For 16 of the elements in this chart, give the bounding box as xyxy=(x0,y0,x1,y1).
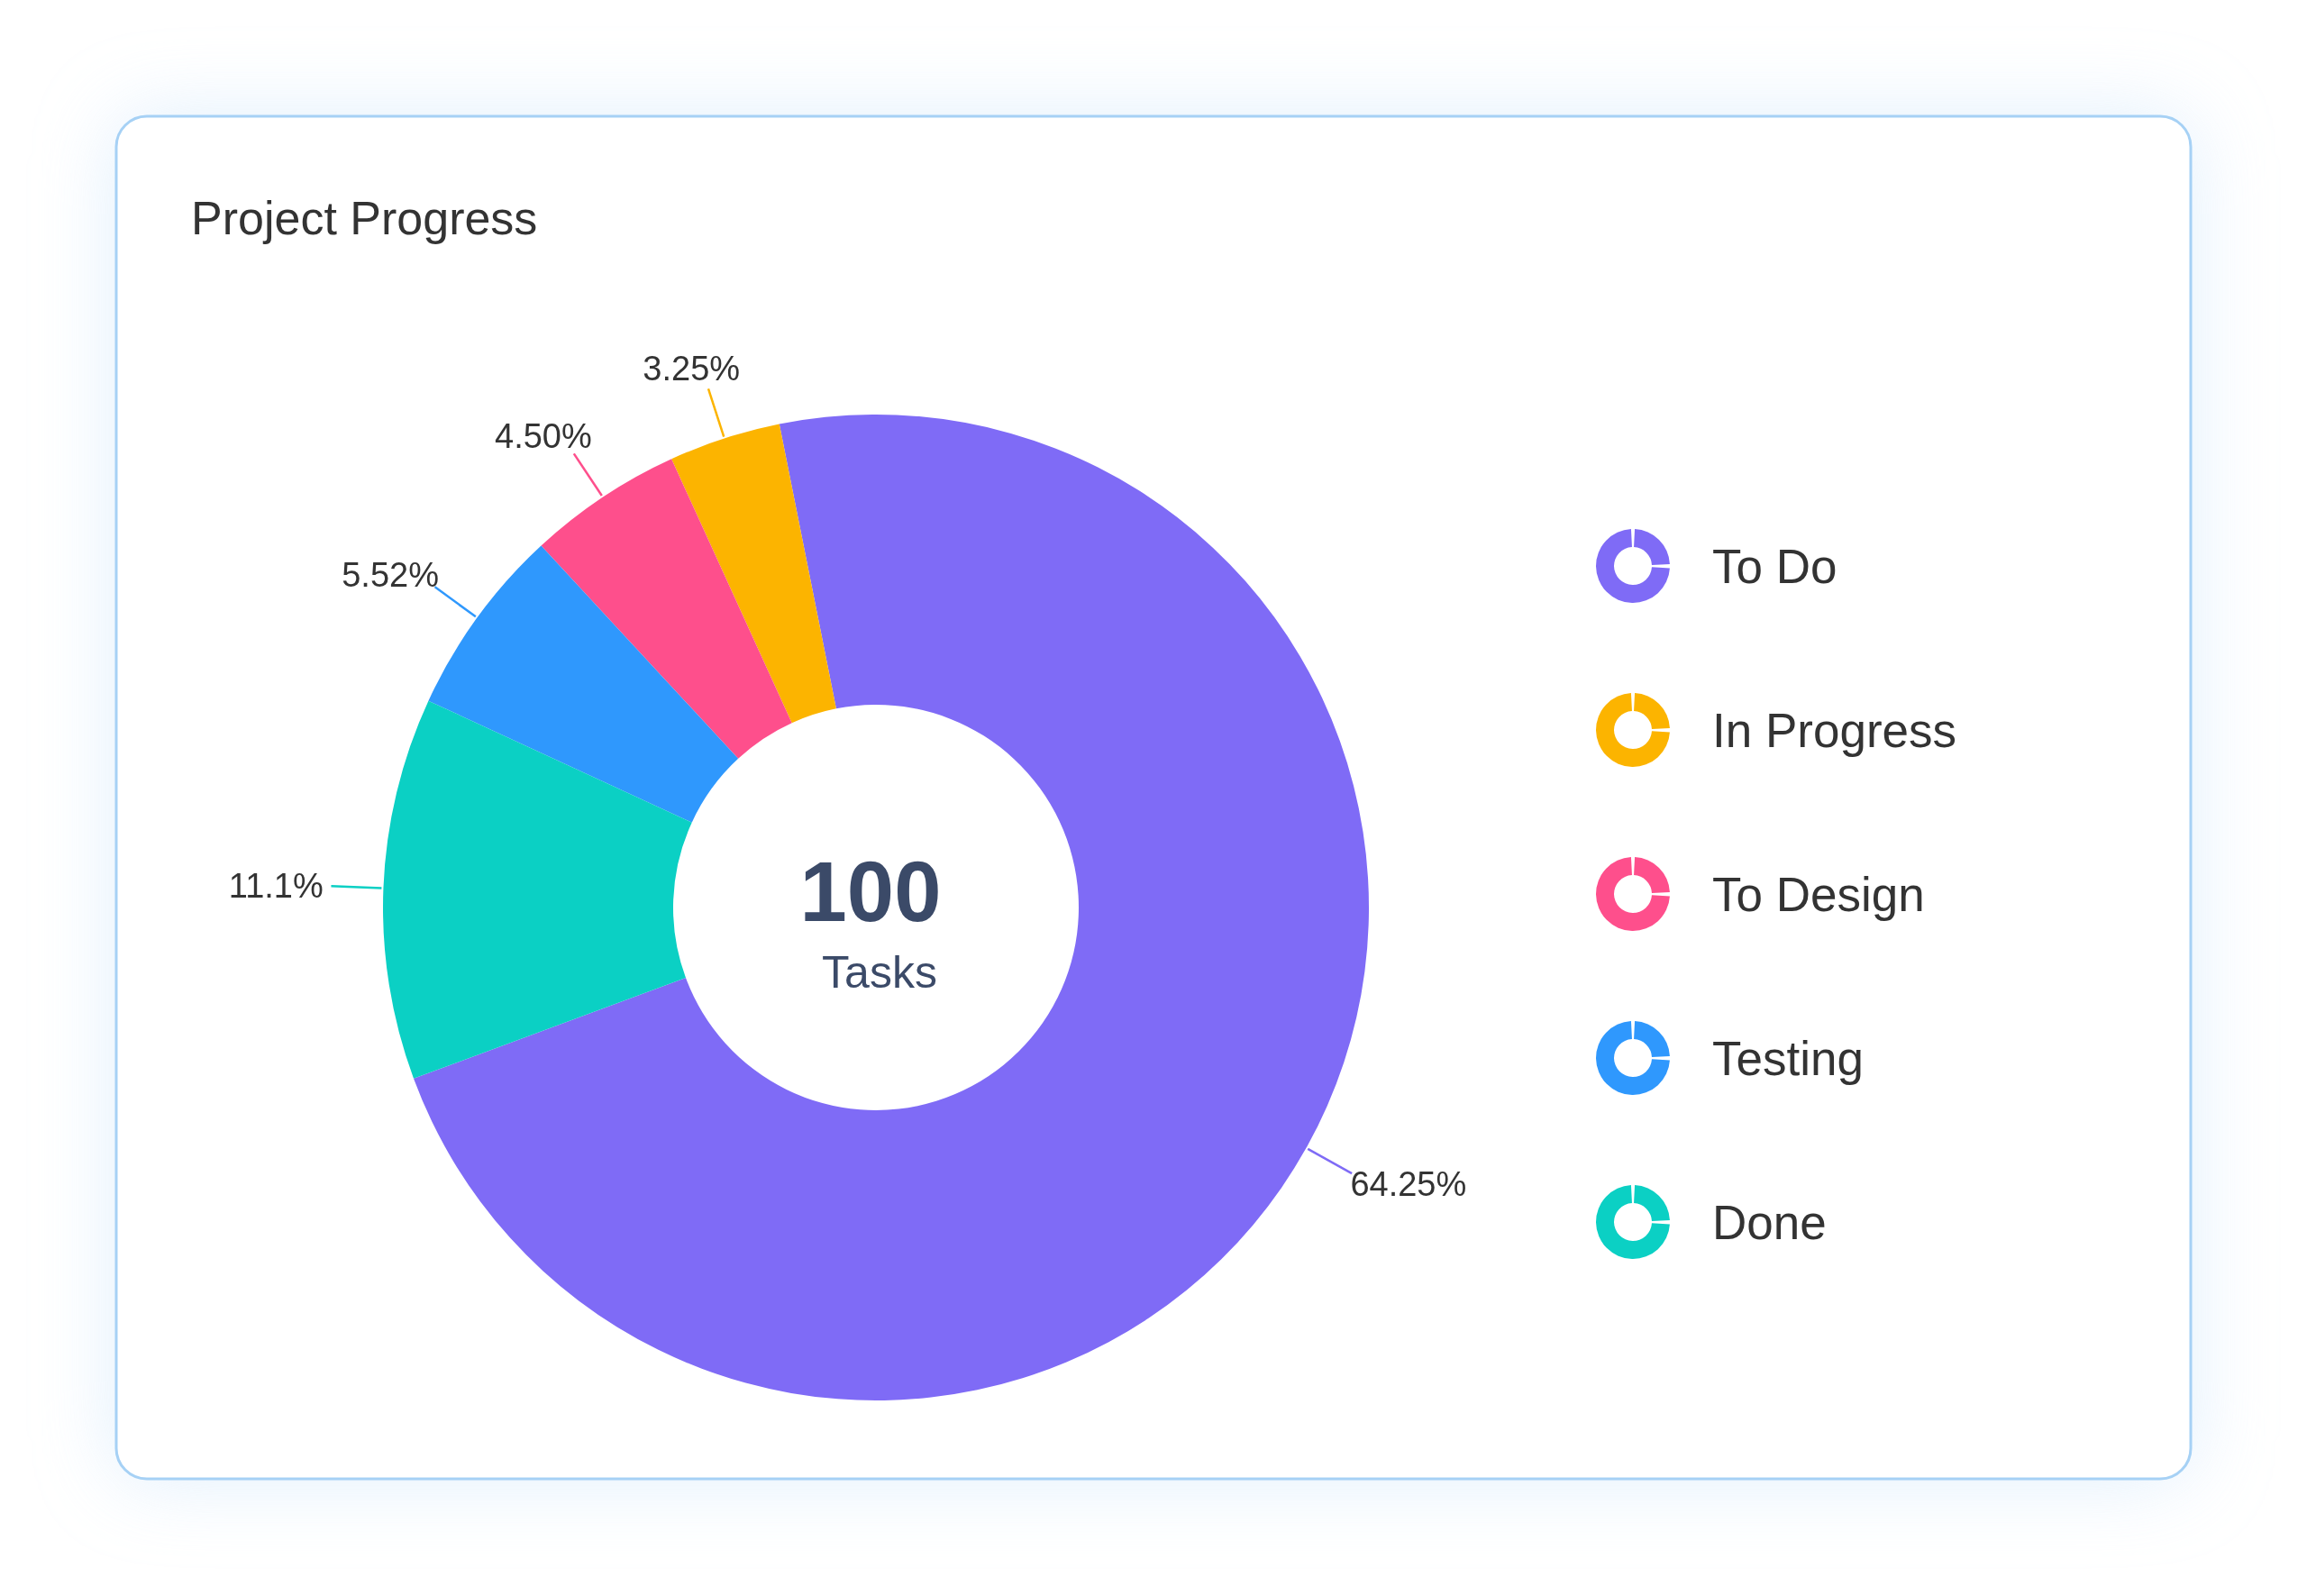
data-label: 64.25% xyxy=(1350,1165,1467,1204)
legend-label: To Design xyxy=(1712,868,1925,922)
legend-label: Done xyxy=(1712,1196,1827,1250)
donut-slice xyxy=(383,700,692,1079)
donut-slice xyxy=(541,459,792,759)
legend-label: In Progress xyxy=(1712,704,1957,758)
text: Tasks xyxy=(822,947,937,998)
data-label: 11.1% xyxy=(228,867,324,906)
data-label: 5.52% xyxy=(342,556,439,595)
donut-slice xyxy=(671,424,836,724)
data-label: 3.25% xyxy=(643,350,741,388)
data-label: 4.50% xyxy=(495,417,592,456)
legend-label: Testing xyxy=(1712,1032,1864,1086)
chart-title: Project Progress xyxy=(191,192,538,244)
legend-label: To Do xyxy=(1712,540,1837,594)
text: 100 xyxy=(799,844,942,939)
